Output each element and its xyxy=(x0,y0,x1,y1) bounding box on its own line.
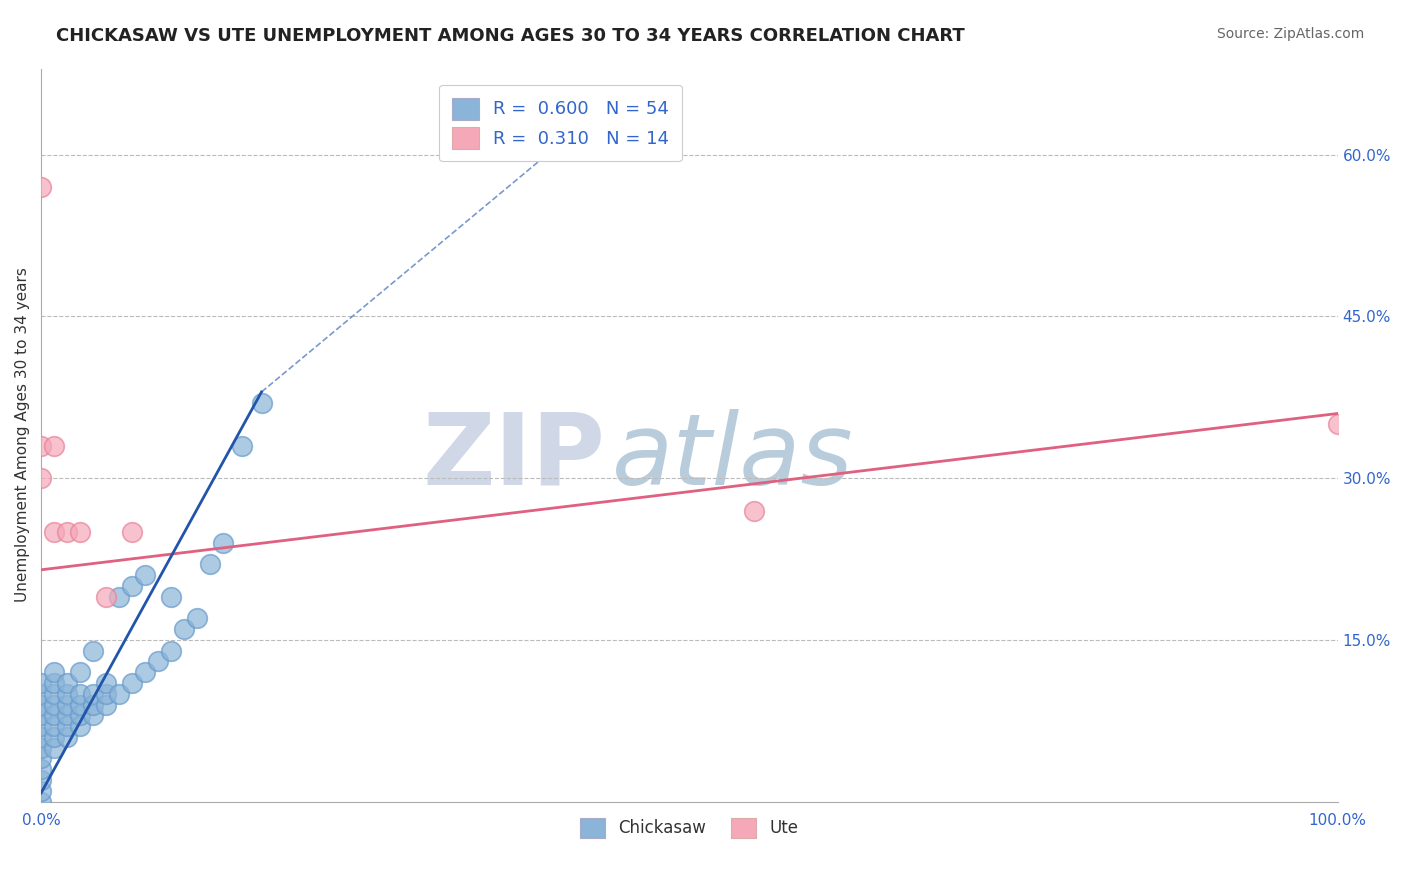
Point xyxy=(82,687,104,701)
Text: ZIP: ZIP xyxy=(422,409,605,506)
Point xyxy=(42,676,65,690)
Point xyxy=(56,698,79,712)
Point xyxy=(211,536,233,550)
Point xyxy=(30,687,52,701)
Point xyxy=(69,524,91,539)
Point xyxy=(159,590,181,604)
Point xyxy=(42,708,65,723)
Point xyxy=(94,687,117,701)
Legend: Chickasaw, Ute: Chickasaw, Ute xyxy=(574,811,806,845)
Point xyxy=(94,590,117,604)
Point xyxy=(30,740,52,755)
Text: CHICKASAW VS UTE UNEMPLOYMENT AMONG AGES 30 TO 34 YEARS CORRELATION CHART: CHICKASAW VS UTE UNEMPLOYMENT AMONG AGES… xyxy=(56,27,965,45)
Point xyxy=(56,524,79,539)
Point xyxy=(30,772,52,787)
Point xyxy=(30,762,52,776)
Point xyxy=(82,643,104,657)
Point xyxy=(42,439,65,453)
Point xyxy=(30,180,52,194)
Point xyxy=(94,698,117,712)
Point xyxy=(42,698,65,712)
Y-axis label: Unemployment Among Ages 30 to 34 years: Unemployment Among Ages 30 to 34 years xyxy=(15,268,30,602)
Point xyxy=(198,558,221,572)
Point xyxy=(69,708,91,723)
Point xyxy=(121,579,143,593)
Point xyxy=(121,676,143,690)
Point xyxy=(173,622,195,636)
Point xyxy=(30,719,52,733)
Point xyxy=(30,730,52,744)
Point xyxy=(82,708,104,723)
Point xyxy=(30,471,52,485)
Point xyxy=(134,665,156,680)
Point xyxy=(42,665,65,680)
Point xyxy=(69,665,91,680)
Point xyxy=(56,719,79,733)
Point xyxy=(121,524,143,539)
Point xyxy=(42,740,65,755)
Point xyxy=(69,687,91,701)
Point xyxy=(30,795,52,809)
Point xyxy=(56,708,79,723)
Point xyxy=(108,590,131,604)
Point xyxy=(42,719,65,733)
Point xyxy=(30,751,52,765)
Text: atlas: atlas xyxy=(612,409,853,506)
Point xyxy=(134,568,156,582)
Point xyxy=(30,439,52,453)
Point xyxy=(108,687,131,701)
Point xyxy=(146,655,169,669)
Point xyxy=(1326,417,1348,432)
Point xyxy=(159,643,181,657)
Text: Source: ZipAtlas.com: Source: ZipAtlas.com xyxy=(1216,27,1364,41)
Point xyxy=(42,730,65,744)
Point xyxy=(186,611,208,625)
Point xyxy=(82,698,104,712)
Point xyxy=(231,439,253,453)
Point xyxy=(742,503,765,517)
Point xyxy=(56,676,79,690)
Point xyxy=(56,730,79,744)
Point xyxy=(94,676,117,690)
Point xyxy=(42,687,65,701)
Point xyxy=(30,708,52,723)
Point xyxy=(69,719,91,733)
Point xyxy=(250,395,273,409)
Point xyxy=(30,676,52,690)
Point xyxy=(42,524,65,539)
Point xyxy=(69,698,91,712)
Point xyxy=(30,698,52,712)
Point xyxy=(30,784,52,798)
Point xyxy=(56,687,79,701)
